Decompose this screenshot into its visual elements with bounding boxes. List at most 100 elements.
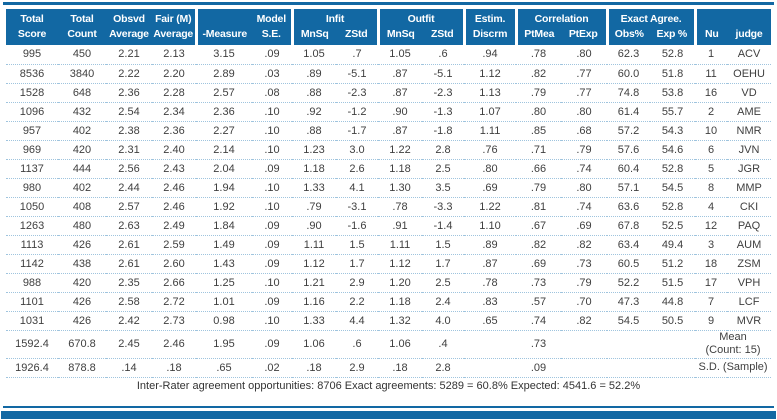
table-cell: .90	[378, 102, 422, 122]
inter-rater-summary: Inter-Rater agreement opportunities: 870…	[136, 379, 641, 392]
table-cell: 1.06	[378, 330, 422, 359]
table-cell: .90	[292, 216, 336, 236]
table-cell: 1.7	[336, 254, 378, 274]
table-cell: .88	[292, 83, 336, 103]
table-cell: MMP	[727, 178, 772, 198]
table-cell: .09	[252, 216, 292, 236]
table-cell: 1.84	[196, 216, 252, 236]
table-cell: 54.5	[607, 311, 651, 331]
table-cell: 2.45	[106, 330, 152, 359]
table-cell: .80	[464, 159, 517, 179]
table-cell: AUM	[727, 235, 772, 255]
table-cell: .79	[561, 140, 608, 160]
col-header-fair-average-1: Fair (M)	[152, 9, 196, 27]
col-header-ptmea: PtMea	[514, 27, 562, 45]
table-cell: 57.1	[607, 178, 651, 198]
table-cell: ZSM	[727, 254, 772, 274]
table-cell: VD	[727, 83, 772, 103]
table-cell: .09	[252, 45, 292, 65]
table-cell: 420	[58, 140, 106, 160]
table-cell: -1.6	[336, 216, 378, 236]
table-cell: .76	[464, 140, 517, 160]
table-cell: 2.5	[422, 273, 465, 293]
table-cell: 2.38	[106, 121, 152, 141]
table-cell: 2.89	[196, 64, 252, 84]
table-cell: .18	[152, 358, 196, 378]
table-cell: 426	[58, 311, 106, 331]
header-row-2: Score Count Average Average S.E. MnSq ZS…	[6, 27, 771, 45]
table-cell: CKI	[727, 197, 772, 217]
table-cell: .80	[516, 102, 562, 122]
col-header-obsvd-average-1: Obsvd	[106, 9, 152, 27]
table-cell: 44.8	[650, 292, 696, 312]
judge-row-LCF: 1101 426 2.58 2.72 1.01.09 1.16 2.2 1.18 2.4.83.…	[6, 292, 772, 312]
table-cell: .09	[516, 358, 562, 378]
table-cell: 1.11	[378, 235, 422, 255]
table-cell: 16	[695, 83, 728, 103]
table-cell: 52.8	[650, 45, 696, 65]
table-cell: 2.73	[152, 311, 196, 331]
table-cell: 51.8	[650, 64, 696, 84]
table-cell	[561, 358, 608, 378]
table-cell: 1.05	[378, 45, 422, 65]
summary-row-sd: 1926.4 878.8.14.18.65.02.18 2.9.18 2.8.09 S.…	[6, 358, 772, 378]
table-cell: 1592.4	[6, 330, 58, 359]
table-cell: 480	[58, 216, 106, 236]
table-cell: 2.56	[106, 159, 152, 179]
judge-row-JGR: 1137 444 2.56 2.43 2.04.09 1.18 2.6 1.18 2.5.80.…	[6, 159, 772, 179]
table-cell: 9	[695, 311, 728, 331]
table-cell: .6	[422, 45, 465, 65]
col-header-measure: -Measure	[194, 9, 252, 45]
table-cell: 969	[6, 140, 58, 160]
table-cell: NMR	[727, 121, 772, 141]
table-cell: -1.2	[336, 102, 378, 122]
judge-row-MVR: 1031 426 2.42 2.73 0.98.10 1.33 4.4 1.32 4.0.65.…	[6, 311, 772, 331]
table-cell: .74	[561, 197, 608, 217]
summary-label-mean: Mean (Count: 15)	[695, 330, 772, 359]
table-cell: ACV	[727, 45, 772, 65]
table-cell: .08	[252, 83, 292, 103]
table-cell: .69	[516, 254, 562, 274]
table-cell: 2.44	[106, 178, 152, 198]
table-cell: 1137	[6, 159, 58, 179]
judge-row-VD: 1528 648 2.36 2.28 2.57.08.88 -2.3.87 -2.3 1.13…	[6, 83, 772, 103]
table-cell: .92	[292, 102, 336, 122]
table-cell: 2.61	[106, 254, 152, 274]
judge-row-AME: 1096 432 2.54 2.34 2.36.10.92 -1.2.90 -1.3 1.07…	[6, 102, 772, 122]
col-header-obs-pct: Obs%	[605, 27, 651, 45]
table-cell	[607, 330, 651, 359]
table-cell: 957	[6, 121, 58, 141]
table-cell: 10	[695, 121, 728, 141]
col-header-total-count-1: Total	[58, 9, 106, 27]
table-cell: -1.8	[422, 121, 465, 141]
table-cell: .7	[336, 45, 378, 65]
table-cell: -3.1	[336, 197, 378, 217]
table-cell: 1.43	[196, 254, 252, 274]
table-cell: -2.3	[336, 83, 378, 103]
table-cell: MVR	[727, 311, 772, 331]
table-cell: 57.2	[607, 121, 651, 141]
table-cell: 2.21	[106, 45, 152, 65]
table-cell: 55.7	[650, 102, 696, 122]
table-cell	[650, 358, 696, 378]
col-header-ptexp: PtExp	[561, 27, 608, 45]
table-cell: 2.13	[152, 45, 196, 65]
table-cell: .03	[252, 64, 292, 84]
table-cell: 2.72	[152, 292, 196, 312]
table-cell: 1.22	[378, 140, 422, 160]
table-cell: .79	[561, 273, 608, 293]
table-cell: 2.27	[196, 121, 252, 141]
col-header-nu: Nu	[693, 9, 728, 45]
table-cell: 1.12	[292, 254, 336, 274]
table-cell: 3	[695, 235, 728, 255]
table-cell: .88	[292, 121, 336, 141]
table-cell: 1.18	[378, 292, 422, 312]
table-cell: 1.5	[336, 235, 378, 255]
table-cell: 1.18	[292, 159, 336, 179]
table-cell: 54.3	[650, 121, 696, 141]
table-cell: 62.3	[607, 45, 651, 65]
group-header-correlation: Correlation	[514, 9, 608, 27]
col-header-total-count-2: Count	[58, 27, 106, 45]
table-cell: 2.58	[106, 292, 152, 312]
summary-label-sd: S.D. (Sample)	[695, 358, 772, 378]
